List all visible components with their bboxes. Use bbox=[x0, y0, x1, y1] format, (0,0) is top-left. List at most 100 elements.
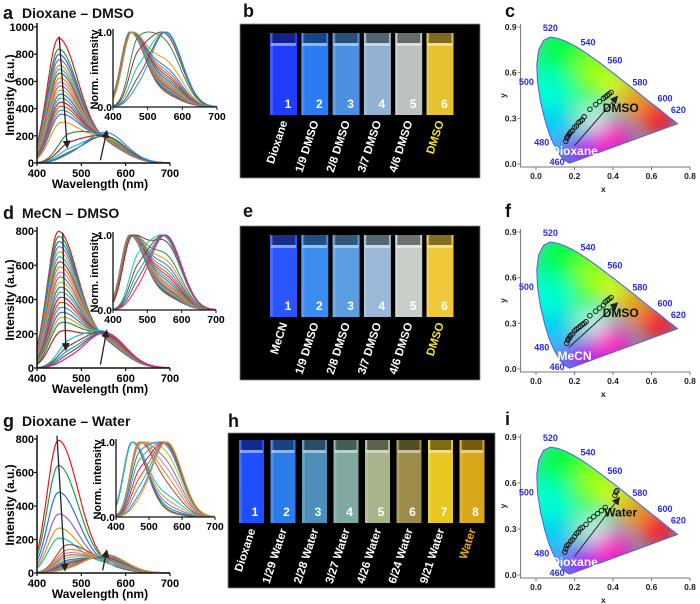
inset-y-axis-label: Norm. intensity bbox=[89, 29, 101, 110]
y-tick-label: 0.9 bbox=[505, 432, 517, 442]
cie-axes bbox=[520, 434, 690, 579]
vial-body bbox=[365, 440, 390, 523]
y-tick-label: 0.9 bbox=[505, 22, 517, 32]
vial-number: 3 bbox=[347, 97, 354, 111]
chromaticity-point bbox=[608, 294, 614, 301]
vial-glass-edge bbox=[459, 440, 463, 523]
vial-body bbox=[301, 33, 329, 115]
end-solvent-label: DMSO bbox=[603, 306, 639, 320]
x-axis-label: x bbox=[601, 389, 606, 399]
vial-number: 5 bbox=[410, 97, 417, 111]
y-axis-label: y bbox=[498, 298, 508, 303]
wavelength-label: 480 bbox=[534, 343, 549, 353]
y-tick-label: 0.0 bbox=[505, 364, 517, 374]
inset-curve bbox=[112, 234, 216, 311]
wavelength-label: 580 bbox=[632, 283, 647, 293]
chromaticity-point bbox=[583, 319, 589, 325]
vial-glass-edge bbox=[270, 440, 274, 523]
wavelength-label: 560 bbox=[607, 261, 622, 271]
inset-curve bbox=[112, 234, 216, 311]
y-axis-label: Intensity (a.u.) bbox=[3, 464, 17, 545]
vial-meniscus bbox=[366, 450, 389, 453]
inset-y-tick-label: 1.0 bbox=[97, 230, 112, 242]
x-tick-label: 500 bbox=[72, 578, 90, 590]
y-tick-label: 0.3 bbox=[505, 318, 517, 328]
cie-axes bbox=[520, 229, 690, 373]
wavelength-label: 460 bbox=[550, 362, 565, 372]
vial-glass-edge bbox=[395, 33, 399, 115]
trend-arrow bbox=[61, 232, 70, 352]
y-tick-label: 0.0 bbox=[505, 159, 517, 169]
x-tick-label: 600 bbox=[116, 578, 134, 590]
inset-curve bbox=[112, 234, 216, 311]
inset-curve bbox=[112, 31, 218, 108]
inset-curve bbox=[115, 441, 216, 518]
vial-cap-shadow bbox=[335, 440, 357, 450]
inset-curve bbox=[112, 234, 216, 311]
x-tick-label: 0.0 bbox=[530, 376, 542, 386]
vial-body bbox=[270, 33, 297, 115]
inset-curve bbox=[112, 234, 217, 311]
vial-number: 7 bbox=[441, 505, 448, 519]
x-axis-label: Wavelength (nm) bbox=[52, 587, 148, 601]
vial-cap-shadow bbox=[428, 33, 452, 43]
vial-meniscus bbox=[333, 245, 359, 248]
chromaticity-point bbox=[562, 549, 568, 555]
y-axis-label: y bbox=[498, 93, 508, 98]
x-tick-label: 0.4 bbox=[607, 582, 619, 592]
trend-arrow bbox=[58, 36, 71, 149]
inset-y-axis-label: Norm. intensity bbox=[92, 439, 104, 520]
inset-curve bbox=[112, 234, 216, 311]
x-tick-label: 0.6 bbox=[646, 376, 658, 386]
inset-curve bbox=[112, 234, 217, 311]
inset-x-tick-label: 600 bbox=[173, 314, 191, 326]
panel-letter-b: b bbox=[243, 1, 254, 21]
vial-body bbox=[428, 440, 453, 523]
y-tick-label: 600 bbox=[16, 260, 34, 272]
wavelength-label: 500 bbox=[519, 487, 534, 497]
chromaticity-point bbox=[563, 138, 569, 144]
inset-curve bbox=[112, 234, 217, 311]
vial-glass-edge bbox=[270, 235, 273, 317]
chromaticity-point bbox=[596, 98, 603, 105]
wavelength-label: 520 bbox=[543, 433, 558, 443]
vial-number: 6 bbox=[441, 299, 448, 313]
y-tick-label: 200 bbox=[16, 131, 34, 143]
x-tick-label: 0.2 bbox=[569, 582, 581, 592]
wavelength-label: 540 bbox=[580, 242, 595, 252]
vial-glass-edge bbox=[363, 235, 367, 317]
vial-meniscus bbox=[364, 43, 390, 46]
wavelength-label: 460 bbox=[550, 157, 565, 167]
panel-letter-i: i bbox=[505, 409, 510, 429]
chromaticity-point bbox=[583, 521, 589, 528]
chromaticity-point bbox=[598, 507, 605, 514]
inset-x-tick-label: 400 bbox=[104, 111, 122, 123]
vial-cap-shadow bbox=[397, 33, 421, 43]
y-axis-label: y bbox=[498, 503, 508, 508]
y-tick-label: 0 bbox=[28, 158, 34, 170]
vial-cap-shadow bbox=[303, 235, 327, 245]
inset-x-tick-label: 700 bbox=[206, 521, 224, 533]
x-tick-label: 400 bbox=[28, 578, 46, 590]
vial-body bbox=[332, 33, 360, 115]
spectral-locus bbox=[536, 241, 679, 369]
cie-axes bbox=[520, 24, 690, 168]
wavelength-label: 540 bbox=[580, 37, 595, 47]
y-tick-label: 400 bbox=[16, 104, 34, 116]
shift-arrow bbox=[568, 302, 619, 349]
inset-curve bbox=[112, 234, 216, 311]
inset-curve bbox=[115, 441, 215, 518]
inset-x-tick-label: 700 bbox=[208, 111, 226, 123]
inset-curve bbox=[112, 234, 216, 311]
end-solvent-label: Water bbox=[604, 506, 637, 520]
wavelength-label: 500 bbox=[519, 77, 534, 87]
wavelength-label: 620 bbox=[671, 516, 686, 526]
inset-y-tick-label: 1.0 bbox=[97, 27, 112, 39]
vial-glass-edge bbox=[332, 33, 336, 115]
x-tick-label: 500 bbox=[72, 168, 90, 180]
